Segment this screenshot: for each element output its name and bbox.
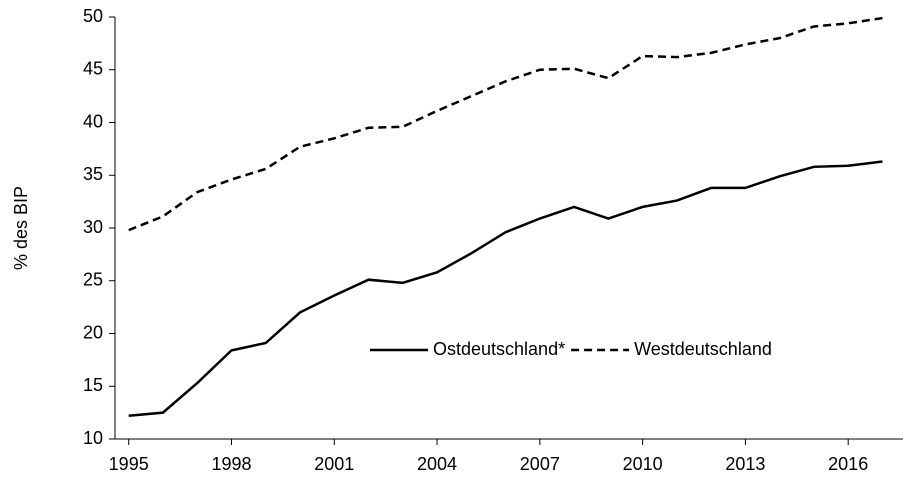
x-tick-label: 1995 [109,454,149,474]
x-tick-label: 2013 [725,454,765,474]
y-tick-label: 20 [83,322,103,342]
legend-label: Westdeutschland [634,339,772,359]
y-tick-label: 50 [83,6,103,26]
y-tick-label: 10 [83,428,103,448]
x-tick-label: 1998 [211,454,251,474]
x-tick-label: 2004 [417,454,457,474]
data-line [128,160,883,418]
y-tick-label: 35 [83,164,103,184]
y-tick-label: 40 [83,111,103,131]
x-tick-label: 2007 [520,454,560,474]
y-axis-label: % des BIP [11,186,31,270]
y-tick-label: 15 [83,375,103,395]
x-tick-label: 2016 [828,454,868,474]
x-tick-label: 2001 [314,454,354,474]
legend-label: Ostdeutschland* [433,339,565,359]
y-tick-label: 30 [83,217,103,237]
y-tick-label: 45 [83,59,103,79]
data-line [128,16,883,232]
x-tick-label: 2010 [623,454,663,474]
y-tick-label: 25 [83,270,103,290]
